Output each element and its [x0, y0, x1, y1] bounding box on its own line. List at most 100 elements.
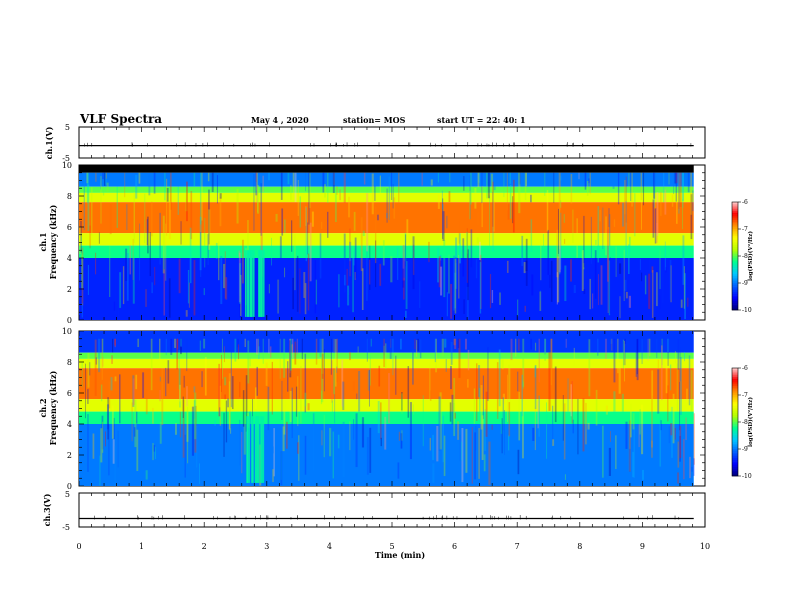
- spectral-streak: [294, 234, 296, 291]
- colorbar-step: [732, 297, 738, 300]
- spectral-streak: [386, 212, 388, 219]
- colorbar-step: [732, 308, 738, 311]
- spectral-streak: [680, 299, 683, 308]
- spectral-streak: [133, 427, 136, 437]
- colorbar-step: [732, 209, 738, 212]
- spectral-streak: [352, 419, 355, 440]
- spectral-streak: [538, 395, 540, 437]
- ch1-voltage-frame: [78, 126, 706, 159]
- spectral-streak: [523, 262, 526, 274]
- spectral-streak: [455, 257, 457, 264]
- spectral-streak: [291, 344, 294, 354]
- spectral-streak: [135, 174, 138, 199]
- spectral-streak: [667, 338, 669, 366]
- spectral-streak: [457, 421, 460, 440]
- spectral-streak: [628, 295, 631, 308]
- spectral-streak: [280, 451, 283, 486]
- spectral-streak: [621, 393, 624, 412]
- colorbar-step: [732, 395, 738, 398]
- spectral-streak: [530, 338, 532, 350]
- spectral-streak: [656, 192, 659, 236]
- spectral-streak: [80, 236, 82, 246]
- spectral-streak: [552, 439, 555, 446]
- spectral-streak: [234, 338, 237, 362]
- spectral-streak: [417, 338, 419, 352]
- spectral-streak: [165, 338, 167, 356]
- spectral-streak: [100, 176, 102, 224]
- spectral-streak: [333, 369, 336, 395]
- spectral-streak: [258, 346, 260, 360]
- spectral-streak: [305, 207, 307, 262]
- colorbar-step: [732, 288, 738, 291]
- spectral-streak: [382, 240, 385, 266]
- spectral-streak: [385, 343, 387, 369]
- colorbar-step: [732, 393, 738, 396]
- time-axis-label: Time (min): [375, 550, 425, 560]
- spectral-streak: [389, 338, 392, 359]
- spectral-streak: [283, 399, 286, 435]
- spectral-streak: [606, 229, 609, 282]
- spectral-streak: [585, 402, 587, 445]
- spectral-streak: [291, 387, 293, 439]
- spectral-streak: [189, 227, 192, 284]
- spectral-streak: [105, 172, 107, 185]
- spectral-streak: [85, 363, 86, 419]
- spectral-streak: [571, 381, 573, 424]
- colorbar-step: [732, 404, 738, 407]
- spectral-streak: [285, 421, 288, 449]
- colorbar-step: [732, 422, 738, 425]
- spectral-streak: [642, 469, 644, 480]
- time-tick-label: 3: [264, 542, 269, 551]
- spectral-streak: [544, 338, 547, 361]
- spectral-streak: [437, 247, 440, 283]
- spectral-streak: [438, 256, 441, 288]
- spectral-streak: [463, 176, 465, 191]
- spectral-streak: [548, 352, 551, 411]
- spectral-streak: [546, 190, 549, 232]
- colorbar-step: [732, 301, 738, 304]
- spectral-band: [79, 245, 694, 258]
- spectral-streak: [122, 266, 125, 305]
- spectral-streak: [675, 172, 677, 202]
- spectral-streak: [679, 347, 681, 382]
- spectral-streak: [249, 357, 251, 367]
- spectral-streak: [611, 338, 613, 351]
- spectral-streak: [550, 260, 553, 302]
- spectral-streak: [95, 172, 97, 182]
- spectral-streak: [331, 360, 333, 403]
- spectral-streak: [334, 339, 337, 387]
- spectral-streak: [671, 194, 674, 207]
- colorbar-step: [732, 434, 738, 437]
- colorbar-step: [732, 418, 738, 421]
- spectral-streak: [467, 249, 470, 301]
- spectral-streak: [331, 400, 333, 417]
- spectral-streak: [508, 364, 511, 409]
- spectral-streak: [675, 172, 678, 184]
- spectral-streak: [379, 263, 382, 286]
- spectral-streak: [436, 425, 439, 462]
- spectral-streak: [383, 345, 385, 356]
- spectral-streak: [499, 292, 501, 305]
- spectral-streak: [453, 378, 456, 437]
- spectral-streak: [191, 406, 195, 456]
- spectral-streak: [610, 338, 613, 344]
- burst-streak: [259, 250, 262, 317]
- spectral-streak: [297, 376, 299, 427]
- spectral-streak: [283, 219, 286, 233]
- spectral-streak: [662, 268, 664, 304]
- burst-streak: [256, 416, 259, 483]
- spectral-streak: [485, 391, 488, 437]
- spectral-streak: [152, 443, 154, 461]
- spectral-streak: [418, 281, 421, 308]
- spectral-streak: [678, 172, 680, 214]
- spectral-streak: [149, 232, 151, 277]
- spectral-streak: [461, 428, 464, 483]
- spectral-streak: [165, 223, 167, 281]
- spectral-streak: [118, 275, 120, 319]
- colorbar-step: [732, 250, 738, 253]
- colorbar-step: [732, 272, 738, 275]
- spectral-streak: [142, 372, 145, 398]
- spectral-streak: [129, 245, 131, 275]
- time-axis-tick-labels: 0 1 2 3 4 5 6 7 8 9 10: [76, 542, 710, 551]
- colorbar-step: [732, 279, 738, 282]
